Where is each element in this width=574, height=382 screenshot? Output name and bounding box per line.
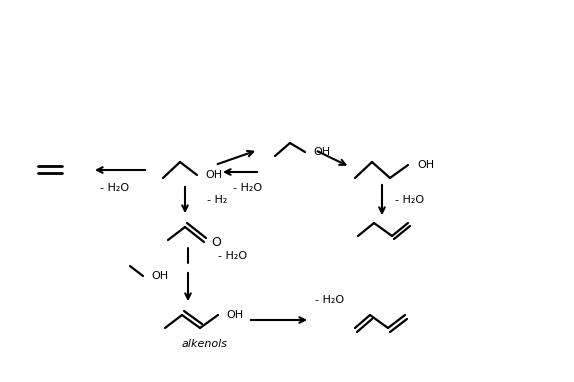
Text: - H₂: - H₂ bbox=[207, 195, 227, 205]
Text: OH: OH bbox=[313, 147, 330, 157]
Text: OH: OH bbox=[205, 170, 222, 180]
Text: OH: OH bbox=[417, 160, 434, 170]
Text: O: O bbox=[211, 235, 221, 249]
Text: OH: OH bbox=[226, 310, 243, 320]
Text: - H₂O: - H₂O bbox=[234, 183, 262, 193]
Text: alkenols: alkenols bbox=[182, 339, 228, 349]
Text: OH: OH bbox=[151, 271, 168, 281]
Text: - H₂O: - H₂O bbox=[100, 183, 130, 193]
Text: - H₂O: - H₂O bbox=[316, 295, 344, 305]
Text: - H₂O: - H₂O bbox=[218, 251, 247, 261]
Text: - H₂O: - H₂O bbox=[395, 195, 424, 205]
